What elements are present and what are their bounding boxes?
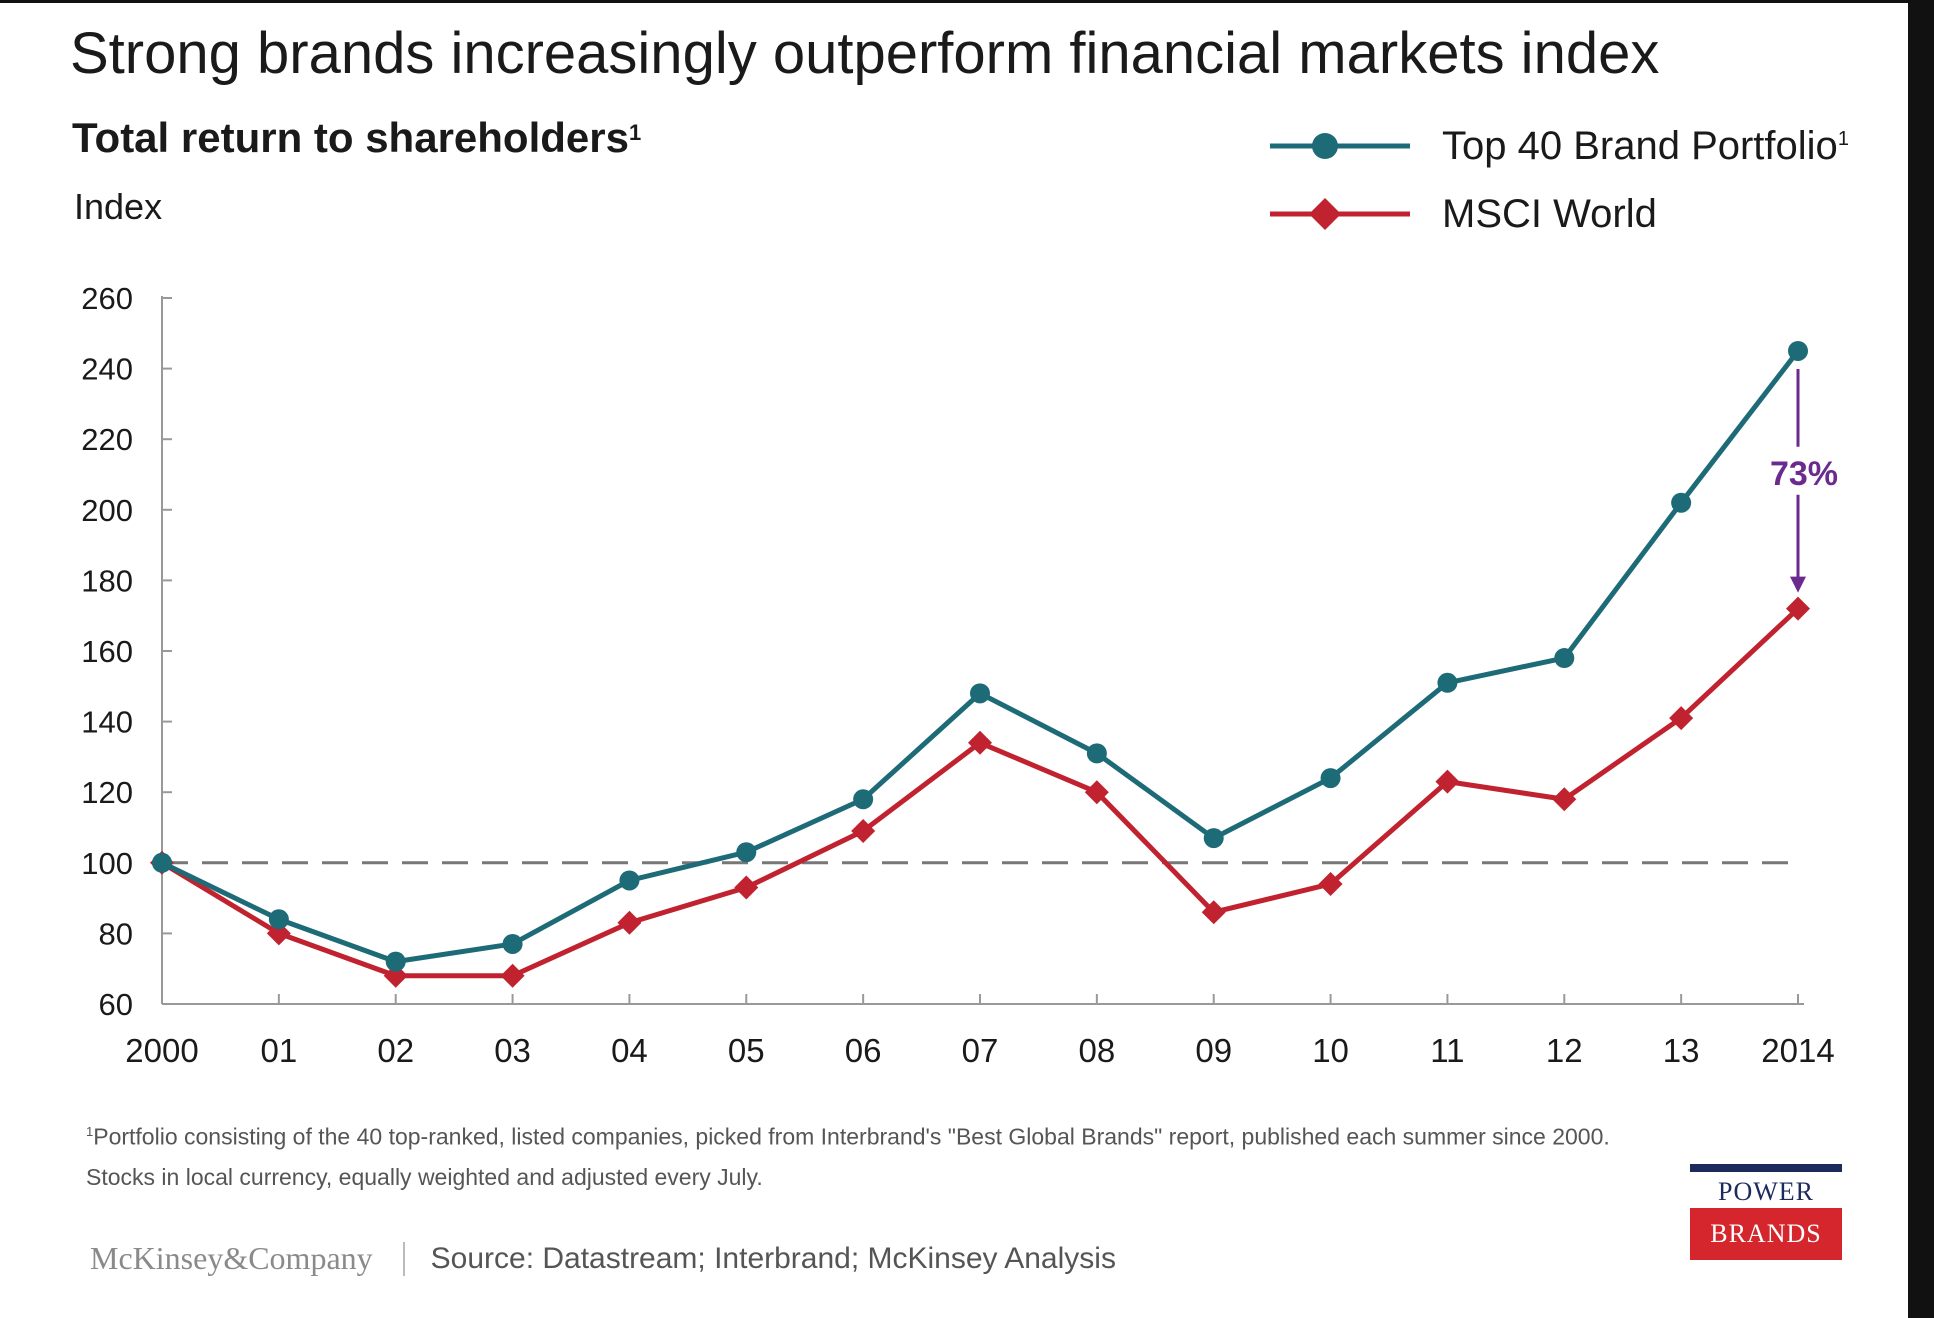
- data-point-msci: [1201, 900, 1226, 925]
- data-point-msci: [1786, 596, 1810, 621]
- data-point-msci: [383, 963, 408, 988]
- x-tick-label: 03: [494, 1032, 531, 1069]
- data-point-msci: [1084, 780, 1109, 805]
- legend-text-top40: Top 40 Brand Portfolio: [1442, 123, 1838, 168]
- footnote-text: Portfolio consisting of the 40 top-ranke…: [86, 1123, 1610, 1190]
- y-tick-label: 260: [81, 281, 133, 316]
- data-point-top40: [152, 852, 172, 873]
- y-tick-label: 80: [99, 916, 133, 951]
- data-point-top40: [268, 909, 289, 930]
- data-point-top40: [1788, 340, 1808, 361]
- logo-bar: [1690, 1164, 1842, 1172]
- data-point-msci: [968, 730, 992, 755]
- x-tick-label: 09: [1195, 1032, 1232, 1069]
- x-tick-label: 10: [1312, 1032, 1349, 1069]
- series-line-msci: [160, 606, 1800, 979]
- line-chart: 60 80 100 120 140 160 180 200 220 240 260 2000 01 02 0…: [81, 281, 1838, 1069]
- y-tick-label: 100: [81, 846, 133, 881]
- source-text: Source: Datastream; Interbrand; McKinsey…: [430, 1241, 1116, 1275]
- data-point-top40: [1203, 828, 1224, 849]
- data-point-msci: [1435, 769, 1460, 794]
- data-point-top40: [502, 933, 523, 954]
- power-brands-logo: POWER BRANDS: [1690, 1164, 1842, 1268]
- data-point-top40: [1437, 672, 1458, 693]
- y-tick-label: 160: [81, 634, 133, 669]
- legend-circle-line-icon: [1270, 133, 1410, 159]
- annotation-arrowhead: [1790, 576, 1806, 593]
- y-axis-label: Index: [74, 186, 163, 227]
- data-point-msci: [1669, 706, 1694, 731]
- data-point-msci: [734, 875, 759, 900]
- x-tick-label: 12: [1546, 1032, 1583, 1069]
- x-tick-label: 2014: [1761, 1032, 1834, 1069]
- data-point-top40: [970, 683, 990, 704]
- data-point-msci: [1552, 787, 1577, 812]
- data-point-top40: [1554, 648, 1575, 669]
- data-point-top40: [1671, 492, 1692, 513]
- subtitle-text: Total return to shareholders: [72, 114, 629, 161]
- footer-divider: [402, 1241, 405, 1276]
- chart-subtitle: Total return to shareholders1: [72, 114, 641, 162]
- legend-item-top40: Top 40 Brand Portfolio1: [1270, 112, 1910, 180]
- chart-title: Strong brands increasingly outperform fi…: [70, 21, 1660, 86]
- series-line-top40: [160, 349, 1800, 965]
- x-tick-label: 06: [845, 1032, 882, 1069]
- y-tick-label: 60: [99, 987, 133, 1022]
- y-tick-label: 240: [81, 352, 133, 387]
- x-tick-label: 01: [260, 1032, 297, 1069]
- y-tick-label: 200: [81, 493, 133, 528]
- footnote: 1Portfolio consisting of the 40 top-rank…: [86, 1112, 1646, 1197]
- x-tick-label: 07: [962, 1032, 999, 1069]
- x-tick-label: 02: [377, 1032, 414, 1069]
- data-point-msci: [1318, 871, 1343, 896]
- footnote-marker: 1: [86, 1124, 94, 1139]
- legend: Top 40 Brand Portfolio1 MSCI World: [1270, 112, 1910, 248]
- y-tick-label: 220: [81, 422, 133, 457]
- data-point-top40: [385, 951, 406, 972]
- data-point-msci: [617, 910, 642, 935]
- x-tick-label: 04: [611, 1032, 648, 1069]
- legend-diamond-line-icon: [1270, 198, 1410, 230]
- x-tick-label: 13: [1663, 1032, 1700, 1069]
- y-tick-label: 120: [81, 775, 133, 810]
- data-point-top40: [619, 870, 640, 891]
- legend-footnote-marker: 1: [1837, 127, 1849, 150]
- logo-power-text: POWER: [1718, 1177, 1814, 1206]
- top-border: [0, 0, 1934, 3]
- legend-label-msci: MSCI World: [1442, 191, 1657, 236]
- x-tick-label: 05: [728, 1032, 765, 1069]
- footer: McKinsey&Company Source: Datastream; Int…: [90, 1240, 1116, 1277]
- y-tick-label: 140: [81, 705, 133, 740]
- data-point-top40: [1086, 743, 1107, 764]
- data-point-msci: [851, 819, 876, 844]
- data-point-msci: [266, 921, 291, 946]
- data-point-top40: [1320, 768, 1341, 789]
- x-tick-label: 2000: [125, 1032, 198, 1069]
- data-point-top40: [853, 789, 874, 810]
- logo-brands-text: BRANDS: [1690, 1208, 1842, 1260]
- y-tick-label: 180: [81, 563, 133, 598]
- subtitle-footnote-marker: 1: [628, 120, 642, 145]
- data-point-top40: [736, 842, 757, 863]
- legend-item-msci: MSCI World: [1270, 180, 1910, 248]
- legend-label-top40: Top 40 Brand Portfolio1: [1442, 124, 1849, 169]
- x-tick-label: 08: [1078, 1032, 1115, 1069]
- mckinsey-logo-text: McKinsey&Company: [90, 1240, 373, 1276]
- annotation-label: 73%: [1770, 455, 1838, 493]
- data-point-msci: [500, 963, 525, 988]
- x-tick-label: 11: [1430, 1032, 1464, 1069]
- right-border: [1908, 0, 1934, 1318]
